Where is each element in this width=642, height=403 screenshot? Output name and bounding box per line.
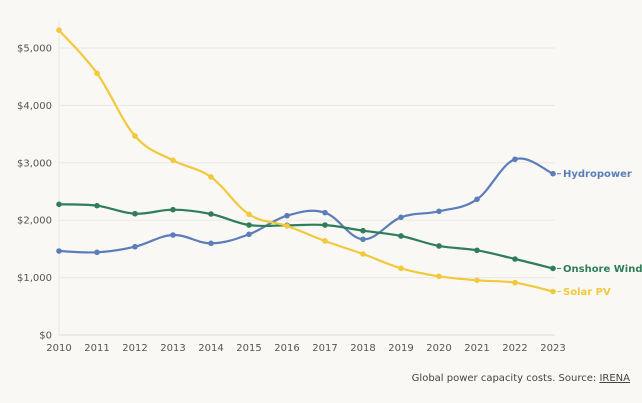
series-label: Hydropower xyxy=(563,169,632,180)
source-link[interactable]: IRENA xyxy=(599,373,630,384)
x-tick-label: 2021 xyxy=(464,343,489,354)
data-point xyxy=(436,243,442,249)
data-point xyxy=(208,174,214,180)
x-tick-label: 2017 xyxy=(312,343,337,354)
x-tick-label: 2015 xyxy=(236,343,261,354)
y-tick-label: $1,000 xyxy=(17,273,52,284)
x-tick-label: 2014 xyxy=(198,343,223,354)
data-point xyxy=(398,265,404,272)
x-tick-label: 2020 xyxy=(426,343,451,354)
data-point xyxy=(246,222,252,228)
series-solar-pv xyxy=(56,27,556,295)
data-point xyxy=(94,70,100,77)
data-point xyxy=(474,277,480,284)
data-point xyxy=(246,231,252,238)
data-point xyxy=(56,201,62,208)
y-tick-label: $3,000 xyxy=(17,158,52,169)
y-tick-label: $4,000 xyxy=(17,101,52,112)
data-point xyxy=(398,233,404,239)
series-labels: Hydropower Onshore Wind Solar PV xyxy=(557,169,642,298)
data-point xyxy=(284,212,290,219)
data-point xyxy=(132,133,138,139)
x-tick-label: 2013 xyxy=(160,343,185,354)
data-point xyxy=(512,156,518,163)
data-point xyxy=(550,265,556,272)
data-point xyxy=(132,210,138,217)
series-lines xyxy=(56,27,556,295)
series-line xyxy=(58,157,554,254)
data-point xyxy=(360,251,366,257)
y-tick-label: $2,000 xyxy=(17,216,52,227)
data-point xyxy=(284,223,290,229)
data-point xyxy=(132,243,138,250)
data-point xyxy=(322,222,328,228)
data-point xyxy=(398,214,404,221)
x-tick-label: 2011 xyxy=(84,343,109,354)
series-label: Onshore Wind xyxy=(563,264,642,275)
data-point xyxy=(94,202,100,209)
data-point xyxy=(56,27,62,34)
data-point xyxy=(360,227,366,234)
data-point xyxy=(246,211,252,218)
data-point xyxy=(208,211,214,217)
x-tick-label: 2018 xyxy=(350,343,375,354)
chart-footer: Global power capacity costs. Source: IRE… xyxy=(412,373,630,384)
y-tick-label: $5,000 xyxy=(17,44,52,55)
data-point xyxy=(474,247,480,254)
data-point xyxy=(94,249,100,256)
x-tick-label: 2010 xyxy=(46,343,71,354)
series-line xyxy=(58,203,554,270)
data-point xyxy=(170,206,176,213)
data-point xyxy=(550,170,556,177)
x-axis: 2010 2011 2012 2013 2014 2015 2016 2017 2018 2019… xyxy=(46,343,565,354)
data-point xyxy=(512,256,518,262)
series-label: Solar PV xyxy=(563,287,611,298)
data-point xyxy=(436,273,442,280)
x-tick-label: 2023 xyxy=(540,343,565,354)
data-point xyxy=(550,288,556,295)
series-onshore-wind xyxy=(56,201,556,272)
x-tick-label: 2022 xyxy=(502,343,527,354)
data-point xyxy=(474,196,480,203)
data-point xyxy=(436,208,442,215)
data-point xyxy=(322,238,328,244)
y-axis: $0 $1,000 $2,000 $3,000 $4,000 $5,000 xyxy=(17,44,52,342)
footer-caption: Global power capacity costs. Source: xyxy=(411,373,600,384)
y-tick-label: $0 xyxy=(39,331,52,342)
data-point xyxy=(208,240,214,247)
data-point xyxy=(322,209,328,216)
data-point xyxy=(512,279,518,286)
data-point xyxy=(170,157,176,164)
data-point xyxy=(56,248,62,254)
data-point xyxy=(170,232,176,238)
x-tick-label: 2019 xyxy=(388,343,413,354)
x-tick-label: 2012 xyxy=(122,343,147,354)
data-point xyxy=(360,236,366,243)
x-tick-label: 2016 xyxy=(274,343,299,354)
series-hydropower xyxy=(56,156,556,256)
grid-lines xyxy=(58,20,555,336)
